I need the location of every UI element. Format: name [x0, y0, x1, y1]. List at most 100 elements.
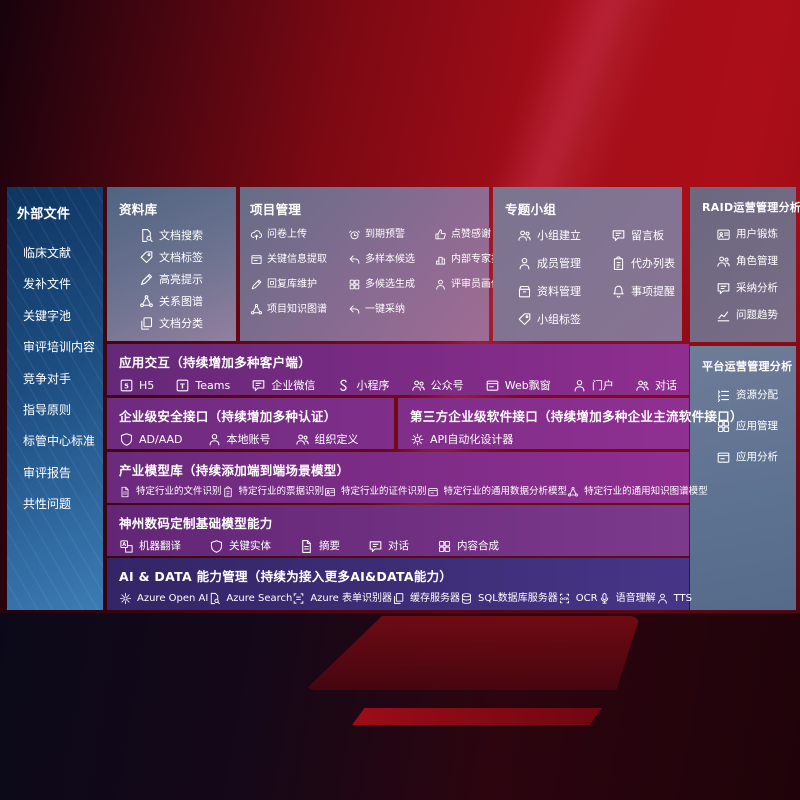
tag-icon [517, 312, 532, 327]
box-icon [517, 284, 532, 299]
background-red-bar [352, 708, 602, 725]
grid-icon [348, 278, 361, 291]
tag-item: 文档标签 [139, 250, 228, 265]
panel-repository-title: 资料库 [119, 202, 158, 217]
row-industry-title: 产业模型库（持续添加端到端场景模型） [119, 463, 350, 478]
panel-groups-title: 专题小组 [505, 202, 557, 217]
idcard-icon [716, 227, 731, 242]
tag-item: 小组标签 [517, 312, 609, 327]
openai-item: Azure Open AI [119, 592, 208, 605]
item-label: 公众号 [430, 378, 464, 392]
item-label: API自动化设计器 [430, 432, 514, 446]
network-icon [567, 486, 579, 498]
docs-icon [392, 592, 405, 605]
thumbs-up-item: 点赞感谢 [434, 228, 511, 241]
people-item: 组织定义 [295, 432, 359, 447]
item-label: 对话 [654, 378, 677, 392]
brackets-item: Azure 表单识别器 [292, 592, 392, 605]
network-item: 特定行业的通用知识图谱模型 [567, 486, 708, 498]
row-thirdparty-interface: 第三方企业级软件接口（持续增加多种企业主流软件接口） API自动化设计器 [398, 398, 743, 449]
grid-item: 应用管理 [716, 419, 788, 434]
idcard-item: 用户锻炼 [716, 227, 788, 242]
network-item: 关系图谱 [139, 294, 228, 309]
chat-icon [251, 378, 266, 393]
item-label: 资料管理 [537, 284, 581, 298]
pen-item: 高亮提示 [139, 272, 228, 287]
item-label: TTS [673, 592, 692, 604]
chat-item: 采纳分析 [716, 281, 788, 296]
item-label: AD/AAD [139, 432, 183, 446]
panel-raid-analysis: RAID运营管理分析 用户锻炼 角色管理 采纳分析 问题趋势 [690, 187, 800, 342]
square5-item: H5 [119, 378, 154, 393]
window-icon [427, 486, 439, 498]
doc-icon [299, 539, 314, 554]
window-item: 特定行业的通用数据分析模型 [427, 486, 568, 498]
item-label: H5 [139, 378, 155, 392]
list-item: 资源分配 [716, 388, 788, 403]
item-label: 企业微信 [271, 378, 316, 392]
podium-item: 内部专家排名 [434, 253, 511, 266]
doc-search-item: Azure Search [208, 592, 292, 605]
mic-icon [598, 592, 611, 605]
alarm-item: 到期预警 [348, 228, 432, 241]
item-label: 成员管理 [537, 256, 581, 270]
item-label: 临床文献 [23, 246, 72, 260]
squareT-item: Teams [175, 378, 230, 393]
panel-platform-analysis: 平台运营管理分析 资源分配 应用管理 应用分析 [690, 346, 796, 610]
mic-item: 语音理解 [598, 592, 656, 605]
person-icon [517, 256, 532, 271]
squareT-icon [175, 378, 190, 393]
item-label: 关系图谱 [159, 294, 203, 308]
clipboard-icon [611, 256, 626, 271]
list-icon [716, 388, 731, 403]
people-icon [517, 228, 532, 243]
row-interaction-items: H5 Teams 企业微信 小程序 公众号 Web飘窗 门户 对话 [119, 378, 677, 393]
item-label: 组织定义 [314, 432, 359, 446]
chat-item: 企业微信 [251, 378, 315, 393]
item-label: 问卷上传 [267, 228, 307, 240]
item-label: 点赞感谢 [451, 228, 491, 240]
item-label: 评审员画像 [451, 278, 501, 290]
pen-item: 回复库维护 [250, 278, 346, 291]
item-label: 多样本候选 [365, 253, 415, 265]
row-interaction-title: 应用交互（持续增加多种客户端） [119, 355, 312, 370]
item-label: 小组建立 [537, 228, 581, 242]
panel-repository: 资料库 文档搜索 文档标签 高亮提示 关系图谱 文档分类 [107, 187, 236, 341]
item-label: 到期预警 [365, 228, 405, 240]
item-label: 对话 [388, 540, 409, 553]
chat-icon [611, 228, 626, 243]
reply-item: 一键采纳 [348, 303, 432, 316]
network-icon [250, 303, 263, 316]
network-item: 项目知识图谱 [250, 303, 346, 316]
panel-platform-title: 平台运营管理分析 [702, 360, 793, 373]
row-security-items: AD/AAD 本地账号 组织定义 [119, 432, 382, 447]
chat-icon [716, 281, 731, 296]
person-icon [656, 592, 669, 605]
shield-item: 关键实体 [209, 539, 271, 554]
item-label: 事项提醒 [631, 284, 675, 298]
item-label: 小组标签 [537, 312, 581, 326]
people-item: 对话 [635, 378, 677, 393]
sidebar-item: 审评培训内容 [23, 340, 99, 354]
item-label: 代办列表 [631, 256, 675, 270]
chat-item: 留言板 [611, 228, 675, 243]
reply-icon [348, 253, 361, 266]
sidebar-item-list: 临床文献 发补文件 关键字池 审评培训内容 竞争对手 指导原则 标管中心标准 审评报告 共性问题 [17, 246, 99, 512]
sidebar-item: 审评报告 [23, 466, 99, 480]
bell-item: 事项提醒 [611, 284, 675, 299]
row-base-title: 神州数码定制基础模型能力 [119, 516, 273, 531]
square5-icon [119, 378, 134, 393]
item-label: 特定行业的通用知识图谱模型 [584, 486, 708, 498]
item-label: 高亮提示 [159, 272, 203, 286]
row-enterprise-security: 企业级安全接口（持续增加多种认证） AD/AAD 本地账号 组织定义 [107, 398, 394, 449]
alarm-icon [348, 228, 361, 241]
sidebar-item: 共性问题 [23, 497, 99, 511]
item-label: 特定行业的通用数据分析模型 [443, 486, 568, 498]
ocr-item: OCR [558, 592, 598, 605]
scurve-item: 小程序 [336, 378, 389, 393]
panel-project-items: 问卷上传 到期预警 点赞感谢 关键信息提取 多样本候选 内部专家排名 回复库维护 多候选生成 评… [250, 228, 511, 316]
db-icon [460, 592, 473, 605]
row-aidata-title: AI & DATA 能力管理（持续为接入更多AI&DATA能力） [119, 569, 453, 584]
doc-item: 特定行业的文件识别 [119, 486, 222, 498]
